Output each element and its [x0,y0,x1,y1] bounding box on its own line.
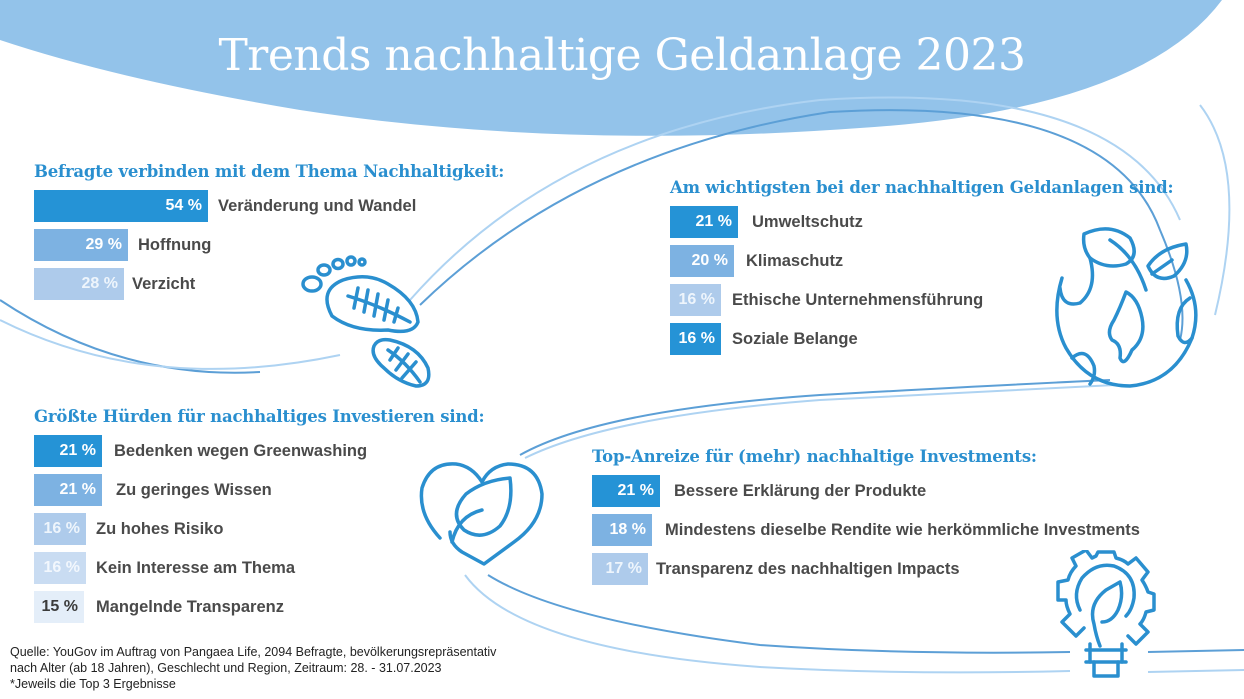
bar: 21 % [34,474,102,506]
bar-value: 21 % [59,481,96,498]
bar-row: 18 % Mindestens dieselbe Rendite wie her… [592,514,1140,546]
bar-row: 17 % Transparenz des nachhaltigen Impact… [592,553,1037,585]
bar-row: 21 % Bessere Erklärung der Produkte [592,475,1037,507]
bar-value: 16 % [43,520,80,537]
swoosh-line [419,109,1184,341]
bar-row: 21 % Bedenken wegen Greenwashing [34,435,484,467]
bar-row: 21 % Zu geringes Wissen [34,474,484,506]
source-line: Quelle: YouGov im Auftrag von Pangaea Li… [10,645,497,659]
footnote: *Jeweils die Top 3 Ergebnisse [10,677,176,691]
bar-row: 16 % Zu hohes Risiko [34,513,484,545]
swoosh-line [519,379,1111,456]
bar-value: 29 % [85,236,122,253]
bar: 18 % [592,514,652,546]
swoosh-line [0,299,261,374]
bar-row: 16 % Kein Interesse am Thema [34,552,484,584]
bar-row: 16 % Soziale Belange [670,323,1173,355]
bar: 16 % [670,323,721,355]
bar-row: 16 % Ethische Unternehmensführung [670,284,1173,316]
bar: 21 % [34,435,102,467]
bar-value: 28 % [81,275,118,292]
bar-value: 21 % [695,213,732,230]
bar-label: Umweltschutz [752,212,863,231]
bar: 17 % [592,553,648,585]
swoosh-line [487,574,1071,654]
section-heading: Größte Hürden für nachhaltiges Investier… [34,407,485,426]
bar-label: Zu geringes Wissen [116,480,272,499]
bar-label: Soziale Belange [732,329,858,348]
swoosh-line [1147,669,1244,673]
swoosh-line [1199,104,1231,316]
section-importance: Am wichtigsten bei der nachhaltigen Geld… [670,178,1174,355]
section-heading: Am wichtigsten bei der nachhaltigen Geld… [670,178,1174,197]
bar-value: 17 % [605,560,642,577]
lightbulb-gear-leaf-icon [1056,550,1156,678]
bar-label: Zu hohes Risiko [96,519,224,538]
bar-label: Veränderung und Wandel [218,196,417,215]
bar: 16 % [34,552,86,584]
bar-label: Bedenken wegen Greenwashing [114,441,368,460]
bar: 28 % [34,268,124,300]
bar-label: Verzicht [132,274,196,293]
bar: 21 % [592,475,660,507]
swoosh-line [0,319,341,370]
bar-label: Ethische Unternehmensführung [732,290,984,309]
section-heading: Top-Anreize für (mehr) nachhaltige Inves… [592,447,1037,466]
bar-label: Hoffnung [138,235,212,254]
bar-value: 16 % [43,559,80,576]
source-note: Quelle: YouGov im Auftrag von Pangaea Li… [10,644,496,692]
bar: 29 % [34,229,128,261]
source-line: nach Alter (ab 18 Jahren), Geschlecht un… [10,661,442,675]
bar-value: 20 % [691,252,728,269]
swoosh-line [409,96,1181,301]
bar: 21 % [670,206,738,238]
bar-row: 15 % Mangelnde Transparenz [34,591,484,623]
swoosh-line [464,574,1071,674]
globe-sprout-icon [1055,227,1198,388]
heart-leaf-icon [419,462,544,566]
bar-value: 18 % [609,521,646,538]
bar-value: 21 % [617,482,654,499]
bar-value: 15 % [41,598,78,615]
bar: 16 % [34,513,86,545]
bar: 15 % [34,591,84,623]
section-hurdles: Größte Hürden für nachhaltiges Investier… [34,407,485,623]
bar-value: 16 % [678,330,715,347]
bar-value: 54 % [165,197,202,214]
section-associations: Befragte verbinden mit dem Thema Nachhal… [34,162,504,300]
bar: 20 % [670,245,734,277]
bar-row: 29 % Hoffnung [34,229,504,261]
bar-label: Transparenz des nachhaltigen Impacts [656,559,960,578]
bar-row: 21 % Umweltschutz [670,206,1173,238]
bar-label: Bessere Erklärung der Produkte [674,481,927,500]
bar-row: 54 % Veränderung und Wandel [34,190,504,222]
bar: 16 % [670,284,721,316]
bar-label: Kein Interesse am Thema [96,558,295,577]
bar-row: 28 % Verzicht [34,268,504,300]
section-incentives: Top-Anreize für (mehr) nachhaltige Inves… [592,447,1140,585]
bar-label: Mindestens dieselbe Rendite wie herkömml… [665,520,1140,539]
bar-label: Klimaschutz [746,251,844,270]
title-band [0,0,1222,136]
bar-value: 16 % [678,291,715,308]
bar-label: Mangelnde Transparenz [96,597,284,616]
page-title: Trends nachhaltige Geldanlage 2023 [218,30,1026,81]
bar: 54 % [34,190,208,222]
bar-row: 20 % Klimaschutz [670,245,1173,277]
swoosh-line [524,384,1116,459]
bar-value: 21 % [59,442,96,459]
section-heading: Befragte verbinden mit dem Thema Nachhal… [34,162,505,181]
swoosh-line [1147,649,1244,653]
footprint-leaf-icon [301,255,431,388]
